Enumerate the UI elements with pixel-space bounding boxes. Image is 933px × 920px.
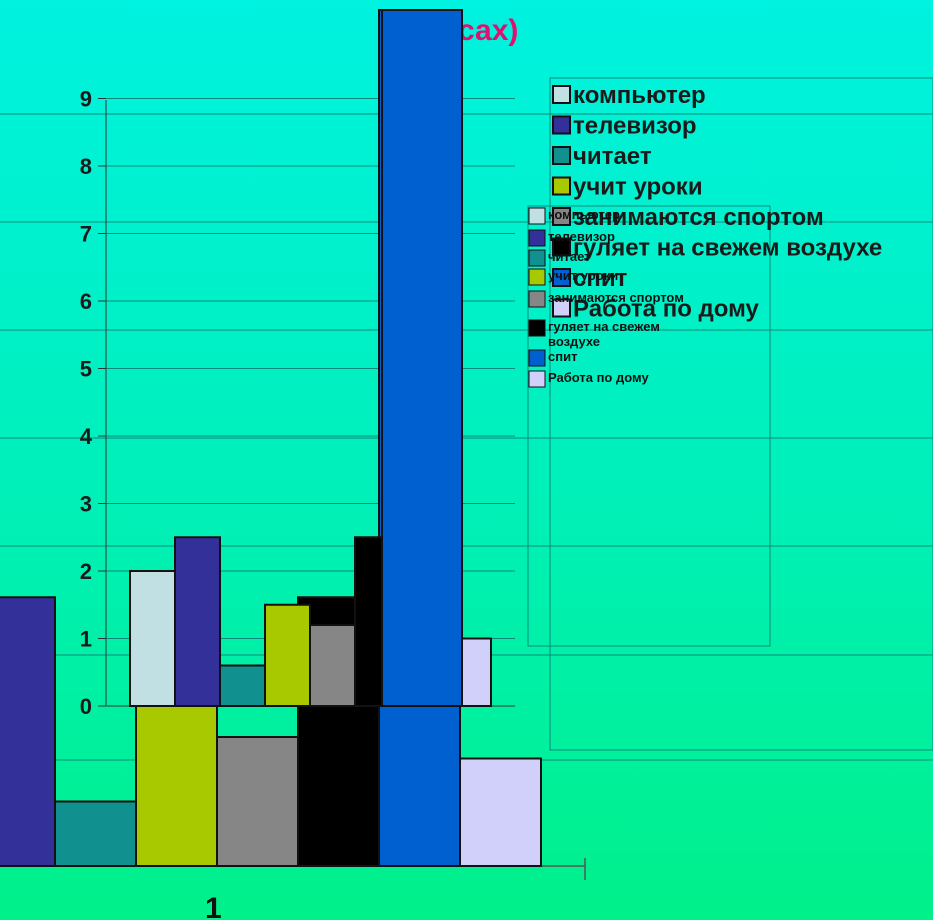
legend-large-swatch: [552, 85, 571, 104]
front-bar-2: [219, 664, 266, 707]
legend-large-label: читает: [573, 143, 652, 170]
front-bar-6: [381, 9, 463, 707]
legend-large-swatch: [552, 146, 571, 165]
legend-large-label: телевизор: [573, 113, 697, 140]
back-bar-2: [135, 703, 218, 867]
front-bar-3: [264, 603, 311, 707]
y-tick-label: 5: [80, 357, 92, 382]
front-bar-7: [461, 637, 492, 707]
y-tick-label: 7: [80, 222, 92, 247]
chart-title: сах): [458, 14, 518, 47]
y-tick-label: 3: [80, 492, 92, 517]
y-tick-labels: 9 8 7 6 5 4 3 2 1 0: [80, 87, 93, 720]
front-bar-5: [354, 536, 384, 707]
legend-large-swatch: [552, 176, 571, 196]
legend-large-swatch: [552, 268, 571, 287]
y-tick-label: 8: [80, 154, 92, 179]
legend-frame-large: [549, 77, 933, 751]
legend-large-label: спит: [573, 265, 628, 292]
legend-small-swatch: [528, 290, 546, 308]
legend-large-label: учит уроки: [573, 174, 703, 201]
legend-large-swatch: [552, 207, 571, 226]
legend-small: компьютер телевизор читает учит уроки занима…: [528, 207, 684, 388]
legend-large-label: Работа по дому: [573, 296, 760, 323]
legend-small-label: спит: [548, 349, 577, 364]
legend-small-label: учит уроки: [548, 268, 618, 283]
back-bar-3: [216, 736, 299, 867]
legend-large-label: гуляет на свежем воздухе: [573, 235, 882, 262]
x-category-label: 1: [205, 892, 222, 920]
legend-large-label: занимаются спортом: [573, 204, 824, 231]
front-bar-0: [129, 570, 176, 707]
legend-small-label: телевизор: [548, 229, 615, 244]
y-tick-label: 9: [80, 87, 92, 112]
back-bar-1: [54, 800, 137, 867]
y-tick-label: 4: [80, 424, 93, 449]
legend-large-swatch: [552, 115, 571, 135]
legend-frame-small: [527, 205, 771, 647]
legend-small-label: читает: [548, 249, 591, 264]
legend-small-swatch: [528, 229, 546, 247]
legend-small-label: Работа по дому: [548, 370, 649, 385]
legend-small-swatch: [528, 370, 546, 388]
legend-large-swatch: [552, 298, 571, 318]
front-bar-1: [174, 536, 221, 707]
y-tick-label: 6: [80, 289, 92, 314]
front-bar-4: [309, 624, 356, 707]
legend-small-swatch: [528, 268, 546, 286]
legend-small-swatch: [528, 319, 546, 337]
y-tick-label: 1: [80, 627, 92, 652]
legend-small-swatch: [528, 249, 546, 267]
legend-large-label: компьютер: [573, 82, 706, 109]
y-tick-label: 0: [80, 694, 92, 719]
y-tick-label: 2: [80, 559, 92, 584]
legend-small-label: воздухе: [548, 334, 600, 349]
legend-small-swatch: [528, 349, 546, 367]
legend-small-label: занимаются спортом: [548, 290, 684, 305]
legend-large: компьютер телевизор читает учит уроки занима…: [552, 82, 882, 323]
legend-small-swatch: [528, 207, 546, 225]
legend-small-label: гуляет на свежем: [548, 319, 660, 334]
legend-large-swatch: [552, 237, 571, 257]
front-bars: [129, 9, 492, 707]
back-bar-0: [0, 596, 56, 867]
back-bar-6: [459, 757, 542, 867]
legend-small-label: компьютер: [548, 207, 620, 222]
